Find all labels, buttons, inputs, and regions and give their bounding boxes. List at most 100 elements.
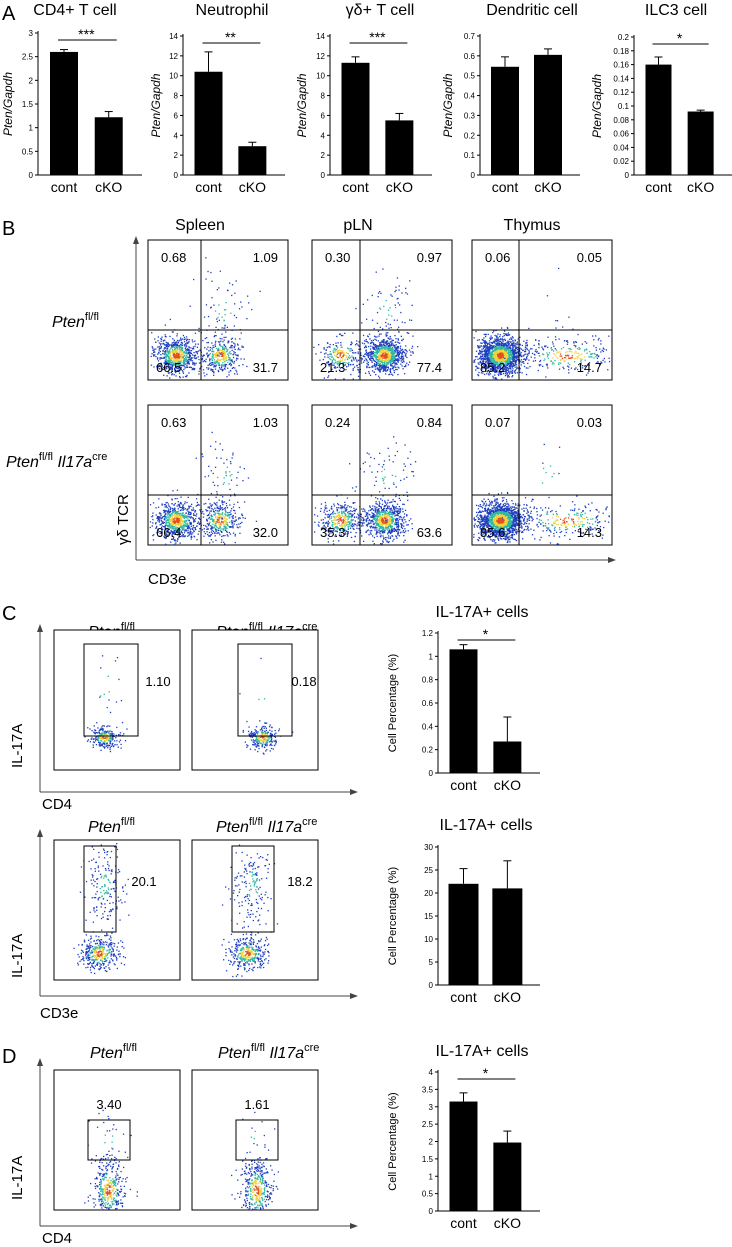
- event-dot: [503, 335, 505, 337]
- event-dot: [408, 349, 411, 351]
- event-dot: [213, 336, 215, 338]
- event-dot: [372, 357, 374, 360]
- event-dot: [166, 347, 169, 350]
- genotype-cko-b: Ptenfl/fl Il17acre: [6, 451, 107, 471]
- event-dot: [479, 360, 481, 363]
- quadrant-lr: 31.7: [253, 360, 278, 375]
- event-dot: [224, 327, 226, 329]
- col-title-spleen: Spleen: [175, 217, 225, 234]
- event-dot: [482, 372, 484, 374]
- event-dot: [509, 340, 511, 343]
- event-dot: [163, 374, 165, 376]
- event-dot: [233, 342, 235, 344]
- y-tick-label: 0.6: [422, 699, 434, 708]
- event-dot: [503, 345, 505, 347]
- event-dot: [153, 351, 155, 354]
- event-dot: [179, 343, 182, 346]
- event-dot: [508, 370, 510, 372]
- event-dot: [182, 372, 185, 374]
- event-dot: [171, 364, 173, 366]
- event-dot: [401, 359, 403, 361]
- event-dot: [382, 352, 384, 354]
- event-dot: [211, 359, 213, 361]
- event-dot: [167, 354, 169, 356]
- quadrant-ll: 66.5: [156, 360, 181, 375]
- event-dot: [520, 356, 522, 358]
- event-dot: [338, 366, 341, 368]
- event-dot: [376, 355, 378, 358]
- event-dot: [193, 278, 195, 281]
- event-dot: [586, 342, 588, 344]
- y-axis-label: Pten/Gapdh: [295, 73, 309, 137]
- y-tick-label: 2: [429, 1138, 434, 1147]
- event-dot: [484, 346, 487, 348]
- event-dot: [378, 377, 381, 379]
- event-dot: [180, 347, 183, 350]
- event-dot: [513, 354, 515, 356]
- event-dot: [371, 353, 373, 355]
- event-dot: [229, 358, 231, 361]
- event-dot: [494, 370, 496, 372]
- event-dot: [384, 360, 386, 362]
- event-dot: [499, 361, 501, 364]
- event-dot: [172, 346, 175, 348]
- event-dot: [503, 363, 505, 366]
- event-dot: [509, 365, 511, 367]
- event-dot: [174, 498, 176, 500]
- event-dot: [525, 344, 527, 346]
- event-dot: [529, 365, 531, 368]
- event-dot: [506, 360, 508, 362]
- event-dot: [515, 350, 517, 352]
- event-dot: [177, 370, 180, 372]
- event-dot: [178, 358, 180, 360]
- event-dot: [484, 366, 486, 368]
- event-dot: [493, 341, 495, 343]
- event-dot: [183, 364, 185, 366]
- event-dot: [512, 343, 514, 345]
- event-dot: [174, 357, 176, 359]
- event-dot: [209, 364, 211, 367]
- event-dot: [313, 346, 315, 348]
- event-dot: [222, 347, 224, 350]
- event-dot: [226, 348, 228, 350]
- event-dot: [473, 361, 476, 363]
- event-dot: [222, 350, 224, 353]
- event-dot: [160, 338, 162, 340]
- event-dot: [216, 318, 218, 320]
- event-dot: [496, 343, 498, 345]
- event-dot: [502, 372, 505, 375]
- event-dot: [554, 348, 556, 350]
- event-dot: [481, 350, 483, 352]
- event-dot: [390, 349, 392, 351]
- event-dot: [402, 350, 404, 352]
- event-dot: [484, 344, 487, 347]
- event-dot: [223, 309, 226, 311]
- event-dot: [511, 354, 513, 356]
- event-dot: [172, 345, 174, 347]
- event-dot: [178, 356, 180, 359]
- event-dot: [500, 343, 502, 345]
- event-dot: [165, 505, 167, 508]
- event-dot: [329, 350, 331, 353]
- event-dot: [189, 305, 191, 307]
- chart-title: IL-17A+ cells: [436, 1043, 529, 1060]
- event-dot: [374, 336, 377, 338]
- event-dot: [170, 356, 172, 358]
- event-dot: [510, 349, 512, 352]
- event-dot: [192, 357, 194, 359]
- event-dot: [490, 360, 492, 362]
- event-dot: [395, 363, 398, 365]
- event-dot: [181, 357, 184, 359]
- event-dot: [517, 367, 519, 369]
- event-dot: [567, 362, 569, 364]
- event-dot: [173, 351, 175, 354]
- event-dot: [493, 359, 495, 361]
- event-dot: [501, 378, 503, 380]
- event-dot: [350, 359, 353, 361]
- event-dot: [475, 365, 477, 368]
- event-dot: [389, 346, 391, 348]
- event-dot: [544, 358, 546, 360]
- event-dot: [198, 362, 201, 364]
- event-dot: [495, 340, 498, 343]
- event-dot: [345, 362, 347, 364]
